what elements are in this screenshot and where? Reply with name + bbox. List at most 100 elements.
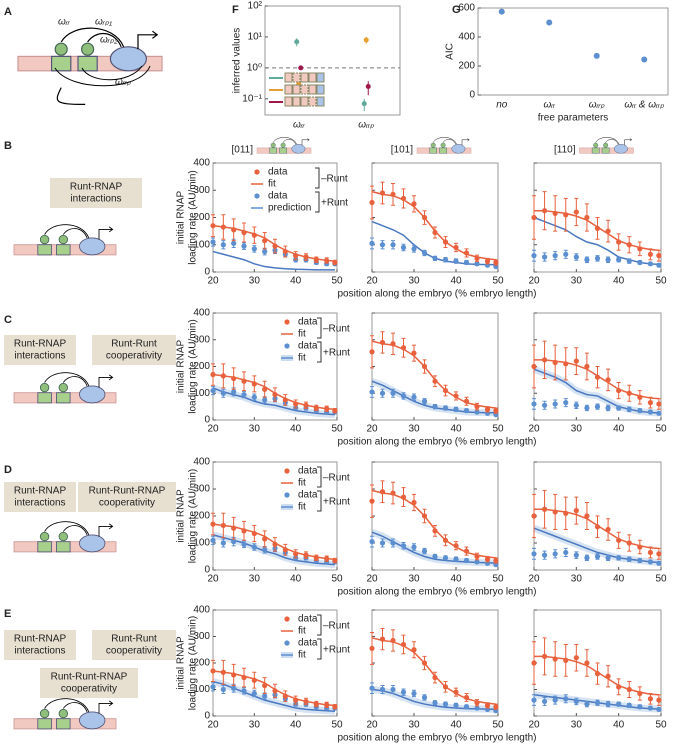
legend-icon-box xyxy=(284,96,293,107)
legend-label: –Runt xyxy=(323,324,350,335)
data-point xyxy=(584,405,590,411)
data-point xyxy=(390,341,396,347)
plot-frame xyxy=(371,312,499,421)
data-point xyxy=(616,405,622,411)
legend-label: –Runt xyxy=(323,621,350,632)
data-point xyxy=(272,243,278,249)
data-point xyxy=(453,556,459,562)
plot-frame xyxy=(371,162,499,273)
x-tick-label: 20 xyxy=(366,574,378,585)
data-point xyxy=(474,255,480,261)
x-tick-label: 40 xyxy=(450,424,462,435)
data-point xyxy=(573,254,579,260)
model-box-text: Runt-RNAP xyxy=(14,486,67,497)
data-point xyxy=(463,704,470,710)
y-tick-label: 300 xyxy=(193,334,210,345)
legend-label: data xyxy=(298,317,318,328)
x-tick-label: 40 xyxy=(290,424,302,435)
legend-bracket xyxy=(317,614,322,660)
schematic xyxy=(256,137,312,154)
data-point xyxy=(241,378,247,384)
data-point xyxy=(647,400,654,406)
data-point xyxy=(605,377,611,383)
data-point xyxy=(656,697,662,703)
data-point xyxy=(541,653,548,659)
x-axis-label: position along the embryo (% embryo leng… xyxy=(338,289,537,300)
legend-icon-box xyxy=(292,72,301,83)
data-point xyxy=(303,254,309,260)
data-point xyxy=(616,555,622,561)
data-point xyxy=(421,214,428,221)
data-point xyxy=(563,400,569,406)
y-axis-label: AIC xyxy=(445,43,456,60)
data-point xyxy=(563,696,569,702)
schematic xyxy=(416,137,472,154)
arc xyxy=(44,698,90,713)
x-tick-label: 20 xyxy=(207,276,219,287)
x-tick-label: 30 xyxy=(408,574,420,585)
data-point xyxy=(210,387,216,394)
construct-label: [011] xyxy=(232,145,254,156)
model-box-text: interactions xyxy=(14,498,65,509)
rnap xyxy=(79,385,106,404)
data-point xyxy=(324,556,330,562)
data-point xyxy=(411,394,417,400)
data-point xyxy=(442,239,449,245)
data-point xyxy=(432,528,438,534)
data-point xyxy=(324,257,330,264)
y-tick-label: 100 xyxy=(193,684,210,695)
data-point xyxy=(220,242,226,248)
data-point xyxy=(210,684,216,690)
data-point xyxy=(332,704,338,710)
arc xyxy=(62,702,88,713)
data-point xyxy=(541,506,548,512)
model-box xyxy=(4,482,76,512)
data-point xyxy=(493,557,499,564)
data-point xyxy=(637,557,643,564)
data-point xyxy=(637,408,643,414)
y-tick-label: 600 xyxy=(458,3,475,14)
x-tick-label: 20 xyxy=(366,720,378,731)
legend-label: data xyxy=(298,490,318,501)
x-tick-label: 20 xyxy=(207,574,219,585)
model-box-text: interactions xyxy=(14,646,65,657)
arc xyxy=(56,87,86,106)
data-point xyxy=(584,214,590,221)
data-point xyxy=(584,660,590,666)
data-point xyxy=(474,261,480,267)
data-point xyxy=(313,405,319,411)
data-point xyxy=(379,390,386,396)
data-point xyxy=(369,199,375,206)
data-point xyxy=(541,402,548,408)
data-point xyxy=(231,672,237,678)
data-point xyxy=(210,239,216,245)
data-point xyxy=(379,190,386,196)
x-tick-label: ωᵣᵣ & ωᵣᵣₚ xyxy=(624,100,664,111)
data-point xyxy=(262,536,268,542)
x-tick-label: 50 xyxy=(331,424,343,435)
data-point xyxy=(605,228,611,234)
data-point xyxy=(231,685,237,691)
data-point xyxy=(647,559,654,565)
omega-label: ωᵣₚ₁ xyxy=(95,17,112,28)
data-point xyxy=(293,401,299,407)
legend-icon-box xyxy=(316,84,325,95)
omega-label: ωᵣₚ₂ xyxy=(100,35,118,46)
data-point xyxy=(262,248,268,255)
data-point xyxy=(251,232,257,238)
legend-bracket xyxy=(317,466,322,512)
data-point xyxy=(432,700,438,706)
data-point xyxy=(626,406,632,412)
data-point xyxy=(282,547,288,553)
data-point xyxy=(390,637,396,644)
data-point xyxy=(332,408,338,414)
data-point xyxy=(220,390,226,396)
data-point xyxy=(400,641,407,648)
omega-label: ωᵣᵣₚ xyxy=(115,77,132,88)
data-point xyxy=(474,705,480,711)
legend-label: data xyxy=(268,167,288,178)
data-point xyxy=(432,378,438,384)
y-axis-label: inferred values xyxy=(232,28,243,94)
legend-marker xyxy=(284,616,290,622)
runt xyxy=(430,142,436,148)
